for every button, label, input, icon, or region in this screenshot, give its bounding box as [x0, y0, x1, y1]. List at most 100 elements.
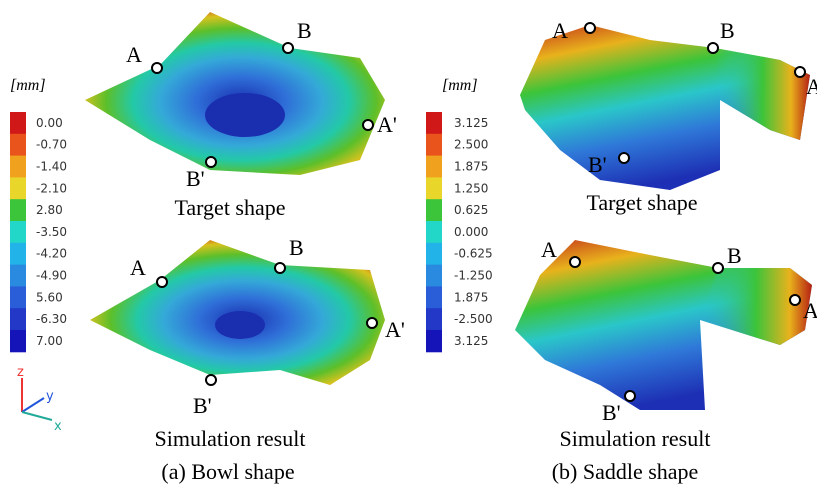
- point-label: B': [193, 393, 212, 418]
- colorbar-unit: [mm]: [442, 77, 478, 94]
- colorbar-swatch: [426, 330, 442, 352]
- point: [275, 263, 285, 273]
- axis-label: y: [46, 389, 54, 404]
- point-label: B': [602, 400, 621, 425]
- colorbar-label: -1.250: [454, 269, 493, 283]
- point-label: A: [541, 237, 557, 262]
- point-label: A': [377, 112, 397, 137]
- colorbar-swatch: [10, 221, 26, 243]
- point: [152, 63, 162, 73]
- colorbar-label: -6.30: [36, 312, 67, 326]
- colorbar-swatch: [10, 112, 26, 134]
- point: [363, 120, 373, 130]
- point: [206, 375, 216, 385]
- point-label: B': [186, 166, 205, 191]
- point-label: B': [588, 152, 607, 177]
- shape-caption: Target shape: [174, 195, 285, 220]
- panel-caption: (a) Bowl shape: [161, 459, 294, 484]
- colorbar-label: 0.625: [454, 203, 488, 217]
- colorbar-swatch: [426, 221, 442, 243]
- axis-arrow: [22, 398, 44, 412]
- figure: [mm] 0.00 -0.70 -1.40 -2.10 2.80 -3.50 -4.20 -4.…: [0, 0, 817, 487]
- colorbar-label: -3.50: [36, 225, 67, 239]
- colorbar-label: 1.875: [454, 290, 488, 304]
- colorbar-label: -0.70: [36, 138, 67, 152]
- contour: [215, 311, 265, 339]
- bowl-simulation: A B A' B' Simulation result (a) Bowl sha…: [90, 235, 405, 484]
- point: [708, 43, 718, 53]
- colorbar-label: 0.000: [454, 225, 488, 239]
- point-label: B: [297, 18, 312, 43]
- saddle-target: A B A' B' Target shape: [520, 18, 817, 215]
- saddle-simulation: A B A' B' Simulation result (b) Saddle s…: [515, 237, 817, 484]
- colorbar-label: -4.20: [36, 247, 67, 261]
- colorbar-swatch: [426, 134, 442, 156]
- point: [585, 23, 595, 33]
- point: [625, 391, 635, 401]
- colorbar-label: -2.10: [36, 181, 67, 195]
- shape-caption: Simulation result: [155, 426, 306, 451]
- point-label: B: [720, 18, 735, 43]
- point-label: B: [289, 235, 304, 260]
- colorbar-swatch: [426, 156, 442, 178]
- colorbar-swatch: [426, 177, 442, 199]
- point-label: A': [803, 298, 817, 323]
- colorbar-swatch: [10, 156, 26, 178]
- axes-triad: z y x: [17, 365, 62, 434]
- point-label: A: [130, 255, 146, 280]
- colorbar-swatch: [426, 243, 442, 265]
- point: [206, 157, 216, 167]
- colorbar-swatch: [10, 243, 26, 265]
- colorbar-label: -4.90: [36, 269, 67, 283]
- colorbar-swatch: [426, 286, 442, 308]
- point-label: A': [806, 74, 817, 99]
- colorbar-label: 7.00: [36, 334, 63, 348]
- point: [790, 295, 800, 305]
- surface: [85, 12, 385, 175]
- point: [619, 153, 629, 163]
- axis-label: z: [17, 365, 24, 380]
- colorbar-swatch: [10, 330, 26, 352]
- point: [367, 318, 377, 328]
- colorbar-label: 1.250: [454, 181, 488, 195]
- shape-caption: Simulation result: [560, 426, 711, 451]
- axis-arrow: [22, 412, 52, 420]
- colorbar-label: 0.00: [36, 116, 63, 130]
- colorbar-unit: [mm]: [10, 77, 46, 94]
- point: [795, 67, 805, 77]
- colorbar-label: -0.625: [454, 247, 493, 261]
- colorbar-swatch: [10, 265, 26, 287]
- colorbar-label: 5.60: [36, 290, 63, 304]
- colorbar-swatch: [426, 199, 442, 221]
- point-label: A': [385, 317, 405, 342]
- colorbar-swatch: [426, 112, 442, 134]
- colorbar-swatch: [10, 134, 26, 156]
- colorbar-label: 1.875: [454, 160, 488, 174]
- colorbar-label: -1.40: [36, 160, 67, 174]
- point: [157, 277, 167, 287]
- surface: [715, 48, 810, 140]
- colorbar-swatch: [10, 286, 26, 308]
- panel-caption: (b) Saddle shape: [552, 459, 699, 484]
- colorbar-label: 2.500: [454, 138, 488, 152]
- colorbar-label: 2.80: [36, 203, 63, 217]
- shape-caption: Target shape: [586, 190, 697, 215]
- point: [570, 257, 580, 267]
- point: [283, 43, 293, 53]
- point-label: B: [727, 243, 742, 268]
- colorbar-swatch: [10, 308, 26, 330]
- point: [713, 263, 723, 273]
- bowl-target: A B A' B' Target shape: [85, 12, 397, 220]
- colorbar-swatch: [10, 199, 26, 221]
- colorbar-swatch: [10, 177, 26, 199]
- colorbar-label: 3.125: [454, 116, 488, 130]
- contour: [205, 93, 285, 137]
- colorbar-swatch: [426, 265, 442, 287]
- colorbar-label: -2.500: [454, 312, 493, 326]
- colorbar-label: 3.125: [454, 334, 488, 348]
- colorbar-swatch: [426, 308, 442, 330]
- point-label: A: [552, 18, 568, 43]
- axis-label: x: [54, 419, 62, 434]
- point-label: A: [126, 42, 142, 67]
- surface: [700, 268, 812, 345]
